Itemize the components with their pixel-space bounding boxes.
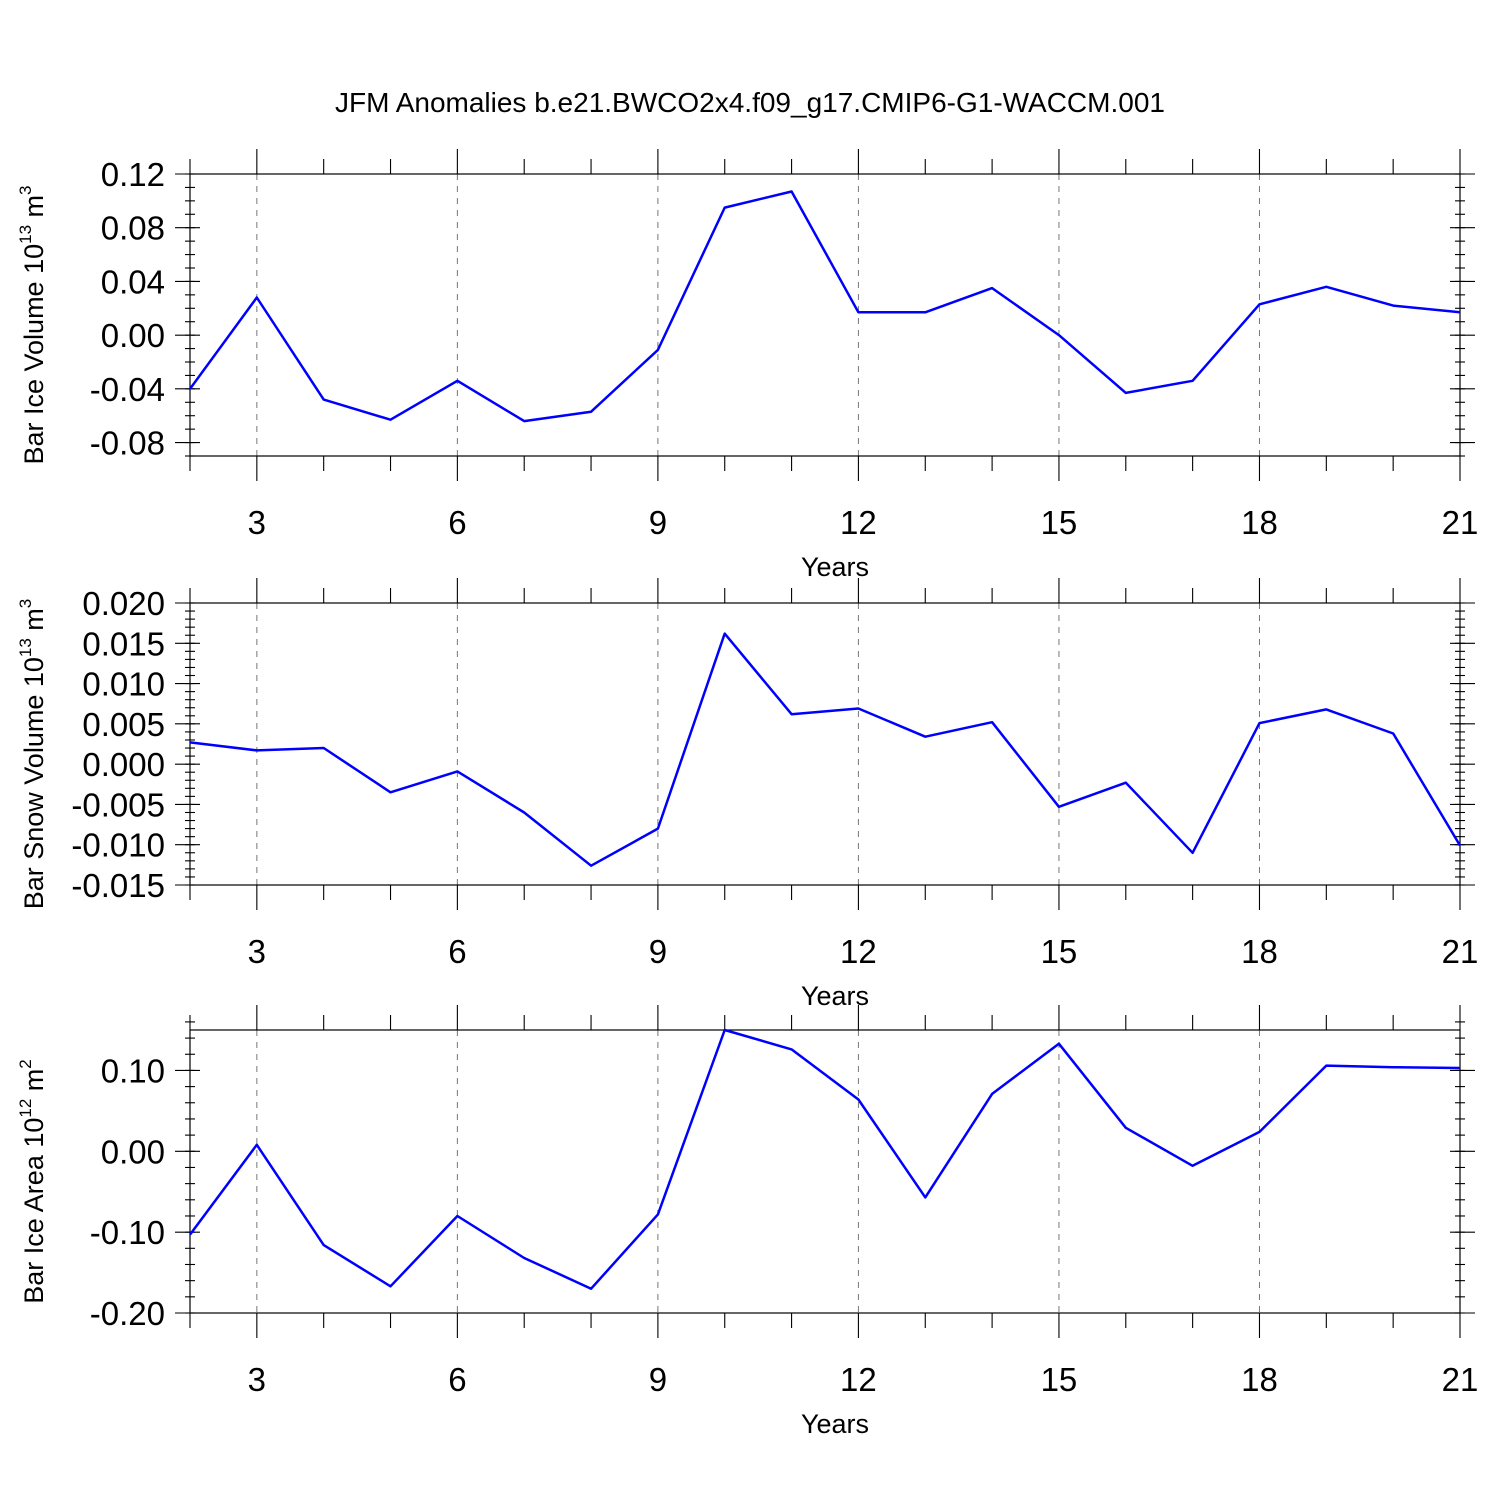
y-tick-label: 0.020: [82, 585, 165, 622]
ice-area-series-line: [188, 1028, 1461, 1290]
y-tick-label: 0.00: [101, 317, 165, 354]
x-tick-label: 3: [248, 933, 266, 970]
plot-frame: [189, 602, 1461, 886]
y-tick-label: 0.10: [101, 1052, 165, 1089]
x-tick-label: 6: [448, 933, 466, 970]
ice-volume-series-line: [188, 190, 1461, 423]
y-tick-label: -0.08: [90, 425, 165, 462]
plot-frame: [189, 173, 1461, 457]
x-tick-label: 18: [1241, 933, 1278, 970]
y-axis-title-main: Bar Ice Area 10: [19, 1118, 49, 1304]
x-tick-label: 21: [1442, 1361, 1479, 1398]
ice-volume-panel: -0.08 -0.04 0.00 0.04 0.08 0.12 3 6 9 12 15 18 21 Yea…: [16, 149, 1478, 582]
x-tick-label: 21: [1442, 504, 1479, 541]
x-tick-label: 15: [1041, 504, 1078, 541]
x-tick-label: 9: [649, 1361, 667, 1398]
x-axis-title: Years: [801, 552, 869, 582]
y-tick-label: -0.010: [71, 827, 165, 864]
y-axis-title: Bar Ice Area 1012 m2: [16, 1059, 49, 1304]
snow-volume-series-line: [189, 632, 1462, 867]
x-tick-label: 9: [649, 504, 667, 541]
y-axis-title-unit: m: [19, 608, 49, 638]
y-tick-label: -0.015: [71, 867, 165, 904]
x-tick-label: 6: [448, 504, 466, 541]
x-tick-label: 9: [649, 933, 667, 970]
y-tick-label: 0.12: [101, 156, 165, 193]
y-axis-title-main: Bar Snow Volume 10: [19, 657, 49, 909]
y-axis-title-unit-exponent: 2: [16, 1059, 35, 1068]
y-axis-title: Bar Ice Volume 1013 m3: [16, 185, 49, 464]
x-tick-label: 12: [840, 933, 877, 970]
x-tick-label: 18: [1241, 504, 1278, 541]
y-axis-title-exponent: 13: [16, 225, 35, 244]
y-axis-title-main: Bar Ice Volume 10: [19, 244, 49, 465]
x-tick-label: 6: [448, 1361, 466, 1398]
x-tick-label: 18: [1241, 1361, 1278, 1398]
y-axis-title: Bar Snow Volume 1013 m3: [16, 599, 49, 910]
x-tick-label: 3: [248, 1361, 266, 1398]
y-tick-label: -0.10: [90, 1214, 165, 1251]
y-tick-label: 0.005: [82, 706, 165, 743]
x-tick-label: 15: [1041, 1361, 1078, 1398]
y-axis-title-exponent: 13: [16, 638, 35, 657]
y-axis-title-unit-exponent: 3: [16, 599, 35, 608]
y-tick-label: -0.005: [71, 786, 165, 823]
y-tick-label: 0.010: [82, 666, 165, 703]
y-tick-label: 0.04: [101, 263, 165, 300]
y-tick-label: 0.015: [82, 625, 165, 662]
x-tick-label: 15: [1041, 933, 1078, 970]
y-tick-label: -0.04: [90, 371, 165, 408]
x-tick-label: 3: [248, 504, 266, 541]
x-tick-label: 12: [840, 1361, 877, 1398]
plot-frame: [189, 1029, 1461, 1314]
y-tick-label: 0.08: [101, 210, 165, 247]
x-tick-label: 21: [1442, 933, 1479, 970]
y-tick-label: 0.00: [101, 1133, 165, 1170]
y-tick-label: 0.000: [82, 746, 165, 783]
figure-title: JFM Anomalies b.e21.BWCO2x4.f09_g17.CMIP…: [335, 87, 1165, 118]
y-axis-title-unit: m: [19, 195, 49, 225]
x-tick-label: 12: [840, 504, 877, 541]
y-axis-title-unit: m: [19, 1069, 49, 1099]
x-axis-title: Years: [801, 1409, 869, 1439]
y-tick-label: -0.20: [90, 1295, 165, 1332]
y-axis-title-exponent: 12: [16, 1099, 35, 1118]
x-axis-title: Years: [801, 981, 869, 1011]
ice-area-panel: -0.20 -0.10 0.00 0.10 3 6 9 12 15 18 21 Years Bar Ic…: [16, 1005, 1478, 1439]
y-axis-title-unit-exponent: 3: [16, 185, 35, 194]
